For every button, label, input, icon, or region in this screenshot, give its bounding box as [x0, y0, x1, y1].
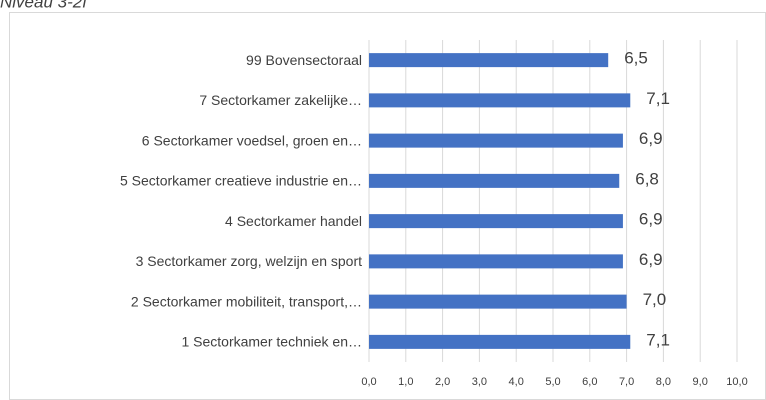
x-tick-label: 7,0 — [619, 376, 634, 388]
data-label: 6,9 — [639, 129, 663, 148]
data-label: 6,9 — [639, 250, 663, 269]
data-label: 6,9 — [639, 210, 663, 229]
category-label: 3 Sectorkamer zorg, welzijn en sport — [136, 253, 363, 269]
x-tick-label: 6,0 — [582, 376, 597, 388]
chart-title: Niveau 3-2f — [0, 0, 89, 11]
data-label: 7,1 — [646, 89, 670, 108]
bar — [369, 334, 631, 349]
bar — [369, 294, 627, 309]
x-tick-label: 3,0 — [472, 376, 487, 388]
category-label: 1 Sectorkamer techniek en… — [181, 334, 362, 350]
bar — [369, 133, 623, 148]
bar — [369, 173, 620, 188]
bar — [369, 254, 623, 269]
bar — [369, 53, 609, 68]
data-label: 6,5 — [624, 49, 648, 68]
bar — [369, 93, 631, 108]
x-tick-label: 10,0 — [726, 376, 747, 388]
category-label: 5 Sectorkamer creatieve industrie en… — [120, 173, 362, 189]
x-tick-label: 2,0 — [435, 376, 450, 388]
x-tick-label: 8,0 — [656, 376, 671, 388]
x-tick-label: 4,0 — [509, 376, 524, 388]
data-label: 6,8 — [635, 169, 659, 188]
x-tick-label: 5,0 — [545, 376, 560, 388]
category-label: 2 Sectorkamer mobiliteit, transport,… — [131, 293, 362, 309]
x-tick-label: 9,0 — [693, 376, 708, 388]
x-tick-label: 1,0 — [398, 376, 413, 388]
data-label: 7,0 — [643, 290, 667, 309]
category-label: 4 Sectorkamer handel — [225, 213, 362, 229]
x-tick-label: 0,0 — [361, 376, 376, 388]
category-label: 99 Bovensectoraal — [246, 52, 362, 68]
bar — [369, 214, 623, 229]
category-label: 6 Sectorkamer voedsel, groen en… — [142, 132, 362, 148]
category-label: 7 Sectorkamer zakelijke… — [199, 92, 362, 108]
data-label: 7,1 — [646, 330, 670, 349]
